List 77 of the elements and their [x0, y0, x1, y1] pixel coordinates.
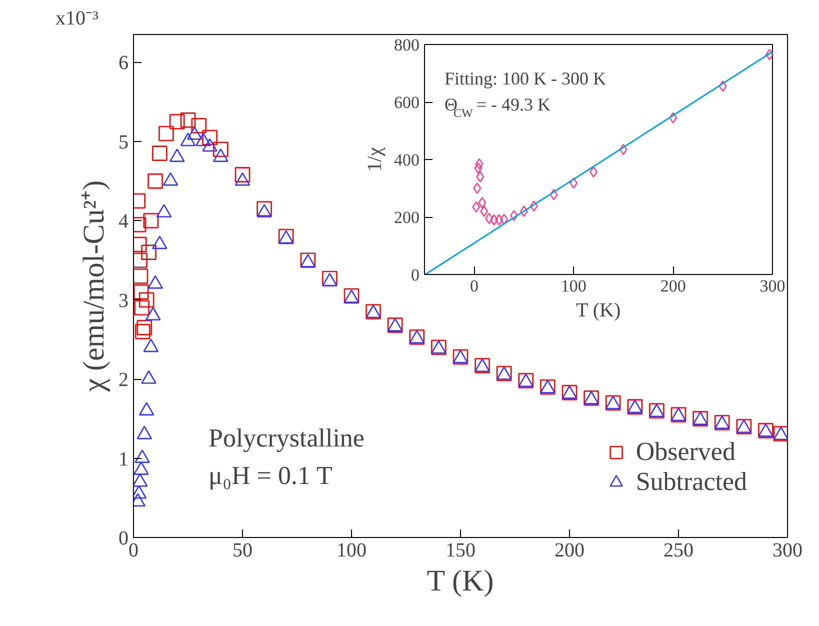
point	[136, 426, 152, 440]
y-tick-label: 3	[118, 290, 128, 312]
x-tick-label: 0	[470, 276, 478, 296]
point	[145, 306, 161, 320]
point	[134, 461, 149, 475]
point	[669, 112, 678, 124]
y-axis-title: χ (emu/mol-Cu²⁺)	[78, 180, 110, 393]
annotation: μ₀H = 0.1 T	[208, 461, 332, 490]
point	[134, 268, 148, 284]
point	[550, 188, 558, 200]
x-tick-label: 300	[772, 540, 802, 562]
point	[590, 166, 598, 178]
x-tick-label: 150	[446, 540, 476, 562]
x-tick-label: 100	[336, 540, 366, 562]
y-axis-title: 1/χ	[364, 147, 386, 172]
point	[234, 167, 250, 182]
point	[141, 244, 156, 260]
point	[138, 402, 154, 416]
x-tick-label: 200	[660, 276, 686, 296]
y-tick-label: 200	[394, 208, 420, 227]
point	[134, 252, 148, 268]
point	[520, 206, 528, 217]
x-tick-label: 250	[664, 540, 694, 562]
point	[473, 182, 482, 194]
point	[152, 236, 168, 250]
point	[485, 212, 494, 224]
point	[152, 146, 168, 161]
point	[490, 214, 498, 226]
point	[169, 114, 185, 130]
point	[143, 213, 159, 228]
point	[718, 80, 727, 92]
point	[134, 473, 148, 487]
point	[500, 214, 508, 225]
point	[619, 144, 628, 156]
point	[136, 320, 152, 336]
point	[474, 162, 482, 174]
point	[158, 126, 174, 142]
x-tick-label: 200	[554, 540, 584, 562]
point	[143, 338, 159, 352]
x-tick-label: 300	[760, 276, 786, 296]
point	[530, 200, 538, 212]
point	[180, 112, 196, 128]
point	[148, 173, 163, 189]
y-tick-label: 600	[394, 93, 420, 112]
x-axis-title: T (K)	[576, 300, 621, 322]
point	[134, 300, 150, 316]
point	[138, 292, 154, 308]
x-axis-title: T (K)	[426, 564, 494, 598]
annotation: Polycrystalline	[208, 424, 364, 452]
point	[213, 142, 228, 158]
point	[148, 275, 163, 289]
y-tick-label: 1	[118, 448, 128, 470]
x-tick-label: 50	[232, 540, 252, 562]
point	[134, 450, 150, 463]
point	[480, 206, 488, 217]
point	[495, 214, 504, 226]
y-tick-label: 800	[394, 36, 420, 54]
point	[141, 370, 156, 384]
text: x10⁻³	[56, 8, 98, 30]
y-tick-label: 400	[394, 150, 420, 170]
x-tick-label: 100	[560, 276, 586, 296]
point	[202, 130, 218, 146]
y-tick-label: 2	[118, 369, 128, 392]
annotation: Fitting: 100 K - 300 K	[444, 68, 606, 88]
point	[191, 118, 207, 134]
point	[472, 201, 480, 213]
legend-label: Subtracted	[636, 467, 747, 497]
point	[570, 177, 578, 189]
point	[475, 158, 484, 170]
y-tick-label: 5	[118, 131, 128, 154]
y-tick-label: 4	[118, 210, 128, 233]
y-tick-label: 6	[118, 52, 128, 74]
point	[135, 324, 150, 340]
point	[478, 196, 486, 208]
point	[134, 284, 149, 300]
point	[476, 171, 484, 182]
legend-label: Observed	[636, 437, 736, 467]
